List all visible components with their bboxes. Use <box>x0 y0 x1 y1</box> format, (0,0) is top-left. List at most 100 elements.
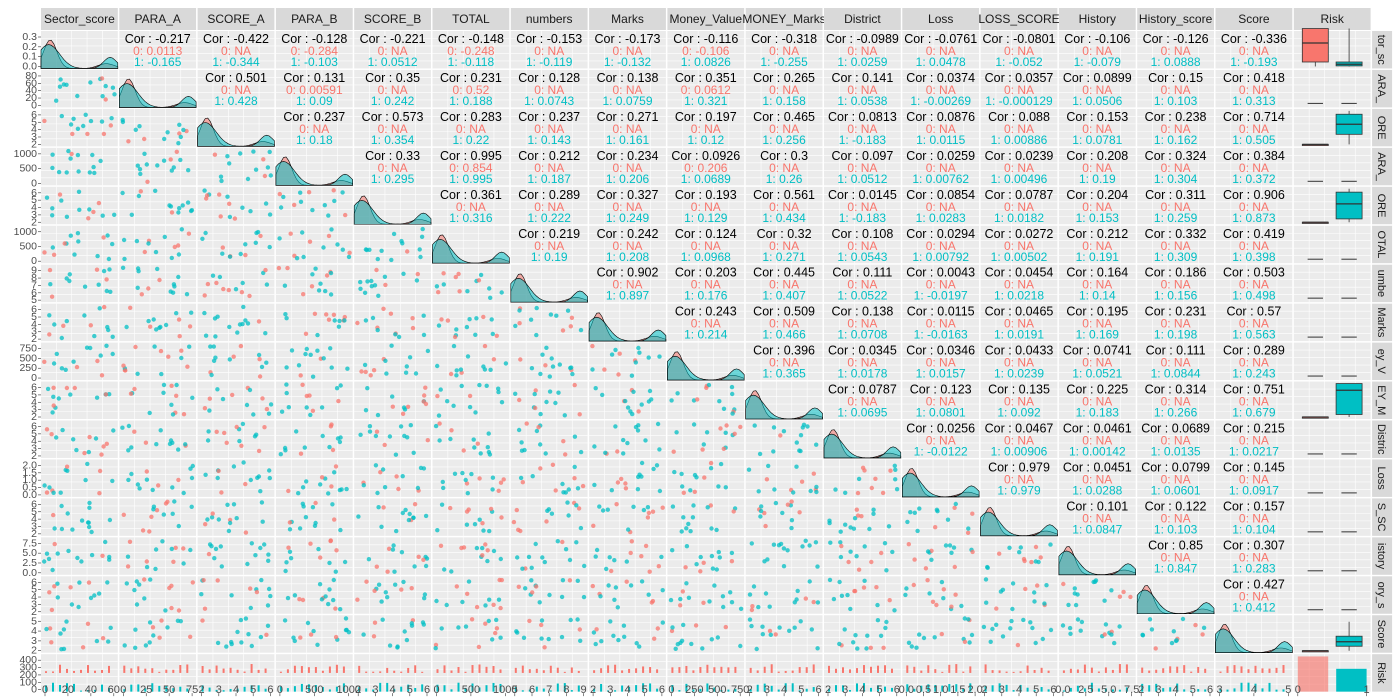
histogram-bar-risk1 <box>906 684 909 692</box>
y-tick-label: 0.0 <box>22 489 37 501</box>
corr-group1-label: 1: 0.00792 <box>912 250 969 264</box>
panel-r14-c10 <box>745 537 823 575</box>
scatter-point <box>838 540 843 545</box>
scatter-point <box>965 530 971 535</box>
scatter-point <box>575 486 581 491</box>
scatter-point <box>266 586 272 592</box>
panel-r9-c9 <box>667 342 745 381</box>
y-tick-label: 4 <box>31 435 37 447</box>
scatter-point <box>854 554 859 559</box>
scatter-point <box>1174 638 1179 643</box>
scatter-point <box>220 251 225 256</box>
scatter-point <box>643 543 649 549</box>
panel-r2-c1 <box>41 69 118 108</box>
scatter-point <box>170 485 175 490</box>
scatter-point <box>144 162 149 167</box>
corr-group0-label: 0: 0.00591 <box>286 83 343 97</box>
histogram-bar-risk1 <box>1148 685 1151 692</box>
scatter-point <box>886 524 892 529</box>
corr-group1-label: 1: -0.183 <box>839 133 887 147</box>
corr-total-label: Cor : 0.101 <box>1066 499 1128 513</box>
scatter-point <box>668 597 674 603</box>
histogram-bar-risk1 <box>450 689 453 692</box>
scatter-point <box>622 634 627 639</box>
scatter-point <box>309 284 315 289</box>
scatter-point <box>310 374 316 379</box>
y-tick-label: 1000 <box>14 148 38 160</box>
scatter-point <box>239 640 244 645</box>
corr-group0-label: 0: NA <box>1161 44 1191 58</box>
strip-right-2: ORE <box>1372 108 1393 147</box>
corr-group1-label: 1: 0.092 <box>997 406 1041 420</box>
scatter-point <box>50 567 55 573</box>
scatter-point <box>785 548 790 553</box>
scatter-point <box>170 511 175 516</box>
histogram-bar-risk1 <box>179 686 182 692</box>
scatter-point <box>134 602 140 607</box>
scatter-point <box>97 468 103 474</box>
scatter-point <box>466 507 471 512</box>
scatter-point <box>756 489 761 494</box>
scatter-point <box>385 569 390 574</box>
scatter-point <box>74 364 80 370</box>
scatter-point <box>611 633 616 638</box>
histogram-bar-risk1 <box>165 685 168 692</box>
scatter-point <box>838 554 844 560</box>
scatter-point <box>757 451 763 457</box>
scatter-point <box>448 371 454 377</box>
scatter-point <box>716 549 721 555</box>
corr-group1-label: 1: 0.00496 <box>991 172 1048 186</box>
scatter-point <box>157 277 162 283</box>
scatter-point <box>1033 640 1038 646</box>
histogram-bar-risk0 <box>73 670 75 673</box>
strip-top-16: Risk <box>1293 8 1371 30</box>
strip-top-label: History_score <box>1139 12 1213 26</box>
histogram-bar-risk1 <box>407 684 410 692</box>
scatter-point <box>132 386 137 392</box>
scatter-point <box>158 348 164 354</box>
scatter-point <box>264 282 270 287</box>
scatter-point <box>64 385 70 391</box>
scatter-point <box>1007 545 1012 550</box>
scatter-point <box>621 437 626 443</box>
histogram-bar-risk0 <box>1197 666 1200 673</box>
scatter-point <box>338 607 343 612</box>
scatter-point <box>171 559 176 564</box>
scatter-point <box>144 564 150 570</box>
scatter-point <box>636 474 641 480</box>
strip-top-14: History_score <box>1137 8 1214 30</box>
histogram-bar-risk1 <box>1111 689 1114 692</box>
corr-group0-label: 0: NA <box>691 317 721 331</box>
corr-group0-label: 0: NA <box>847 161 877 175</box>
scatter-point <box>436 413 442 418</box>
corr-group0-label: 0: NA <box>769 239 799 253</box>
histogram-bar-risk0 <box>1240 666 1243 673</box>
scatter-point <box>107 392 112 397</box>
scatter-point <box>372 620 378 625</box>
scatter-point <box>436 323 442 328</box>
panel-r16-c1 <box>41 615 118 653</box>
scatter-point <box>47 332 52 337</box>
scatter-point <box>540 555 545 560</box>
scatter-point <box>362 362 368 368</box>
histogram-bar-risk1 <box>521 690 524 692</box>
scatter-point <box>319 475 325 480</box>
histogram-bar-risk1 <box>514 687 517 692</box>
scatter-point <box>68 585 73 590</box>
scatter-point <box>732 431 737 436</box>
scatter-point <box>386 546 392 551</box>
scatter-point <box>764 477 770 482</box>
scatter-point <box>303 351 308 357</box>
panel-r16-c12 <box>902 615 980 653</box>
scatter-point <box>686 521 691 527</box>
x-tick-label: 5 <box>1190 684 1196 696</box>
scatter-point <box>714 567 719 572</box>
scatter-point <box>862 578 867 583</box>
scatter-point <box>328 292 334 297</box>
scatter-point <box>543 451 548 456</box>
scatter-point <box>476 644 482 650</box>
